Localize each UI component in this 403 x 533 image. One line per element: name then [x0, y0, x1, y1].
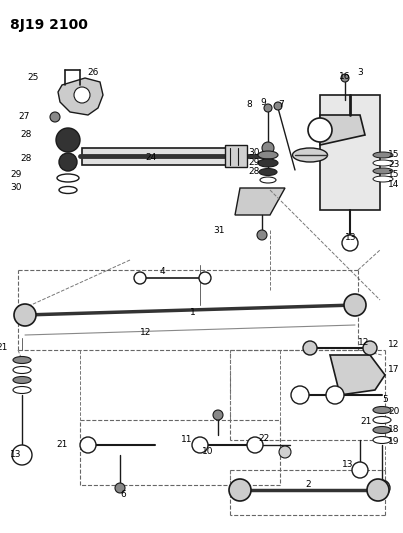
Text: 20: 20	[388, 407, 399, 416]
Text: 28: 28	[248, 167, 260, 176]
Circle shape	[342, 235, 358, 251]
Text: 25: 25	[27, 73, 38, 82]
Text: 15: 15	[388, 170, 399, 179]
Circle shape	[115, 483, 125, 493]
Circle shape	[12, 445, 32, 465]
Circle shape	[257, 230, 267, 240]
Ellipse shape	[373, 407, 391, 414]
Text: 21: 21	[361, 417, 372, 426]
Ellipse shape	[293, 148, 328, 162]
Text: 12: 12	[140, 328, 152, 337]
Polygon shape	[82, 148, 245, 165]
Circle shape	[326, 386, 344, 404]
Ellipse shape	[373, 160, 393, 166]
Circle shape	[50, 112, 60, 122]
Text: 29: 29	[10, 170, 22, 179]
Text: 28: 28	[21, 130, 32, 139]
Circle shape	[279, 446, 291, 458]
Ellipse shape	[13, 357, 31, 364]
Text: 21: 21	[0, 343, 8, 352]
Ellipse shape	[373, 416, 391, 424]
Circle shape	[80, 437, 96, 453]
Ellipse shape	[373, 176, 393, 182]
Ellipse shape	[258, 151, 278, 159]
Ellipse shape	[373, 426, 391, 433]
Ellipse shape	[13, 376, 31, 384]
Bar	[225, 145, 247, 167]
Text: 11: 11	[181, 435, 192, 444]
Text: 10: 10	[202, 447, 214, 456]
Text: 13: 13	[10, 450, 21, 459]
Polygon shape	[330, 355, 385, 395]
Text: 17: 17	[388, 365, 399, 374]
Text: 9: 9	[260, 98, 266, 107]
Circle shape	[192, 437, 208, 453]
Text: 14: 14	[388, 180, 399, 189]
Text: 16: 16	[339, 72, 350, 81]
Text: 5: 5	[382, 395, 388, 404]
Circle shape	[344, 294, 366, 316]
Circle shape	[352, 462, 368, 478]
Ellipse shape	[57, 174, 79, 182]
Text: 6: 6	[120, 490, 126, 499]
Text: 30: 30	[10, 183, 22, 192]
Text: 29: 29	[248, 158, 260, 167]
Text: 13: 13	[341, 460, 353, 469]
Circle shape	[274, 102, 282, 110]
Text: 12: 12	[388, 340, 399, 349]
Circle shape	[59, 153, 77, 171]
Text: 30: 30	[248, 148, 260, 157]
Circle shape	[341, 74, 349, 82]
Circle shape	[303, 341, 317, 355]
Text: 24: 24	[145, 153, 156, 162]
Ellipse shape	[13, 367, 31, 374]
Circle shape	[262, 142, 274, 154]
Text: 15: 15	[388, 150, 399, 159]
Ellipse shape	[260, 177, 276, 183]
Text: 2: 2	[305, 480, 311, 489]
Bar	[320, 95, 380, 210]
Circle shape	[199, 272, 211, 284]
Polygon shape	[58, 78, 103, 115]
Ellipse shape	[259, 168, 277, 175]
Text: 8J19 2100: 8J19 2100	[10, 18, 88, 32]
Circle shape	[308, 118, 332, 142]
Circle shape	[367, 479, 389, 501]
Polygon shape	[235, 188, 285, 215]
Text: 7: 7	[278, 100, 284, 109]
Circle shape	[74, 87, 90, 103]
Text: 3: 3	[357, 68, 363, 77]
Text: 21: 21	[57, 440, 68, 449]
Text: 22: 22	[258, 434, 269, 443]
Text: 19: 19	[388, 437, 399, 446]
Ellipse shape	[258, 159, 278, 167]
Circle shape	[291, 386, 309, 404]
Text: 18: 18	[388, 425, 399, 434]
Text: 1: 1	[190, 308, 196, 317]
Text: 31: 31	[214, 226, 225, 235]
Text: 27: 27	[19, 112, 30, 121]
Text: 23: 23	[388, 160, 399, 169]
Text: 12: 12	[358, 338, 370, 347]
Circle shape	[134, 272, 146, 284]
Circle shape	[14, 304, 36, 326]
Text: 26: 26	[87, 68, 98, 77]
Circle shape	[264, 104, 272, 112]
Circle shape	[213, 410, 223, 420]
Ellipse shape	[373, 168, 393, 174]
Polygon shape	[320, 115, 365, 145]
Circle shape	[363, 341, 377, 355]
Ellipse shape	[373, 437, 391, 443]
Ellipse shape	[59, 187, 77, 193]
Ellipse shape	[13, 386, 31, 393]
Circle shape	[56, 128, 80, 152]
Circle shape	[374, 480, 390, 496]
Circle shape	[229, 479, 251, 501]
Text: 13: 13	[345, 233, 356, 242]
Text: 4: 4	[160, 267, 166, 276]
Ellipse shape	[373, 152, 393, 158]
Text: 28: 28	[21, 154, 32, 163]
Circle shape	[247, 437, 263, 453]
Text: 8: 8	[246, 100, 252, 109]
